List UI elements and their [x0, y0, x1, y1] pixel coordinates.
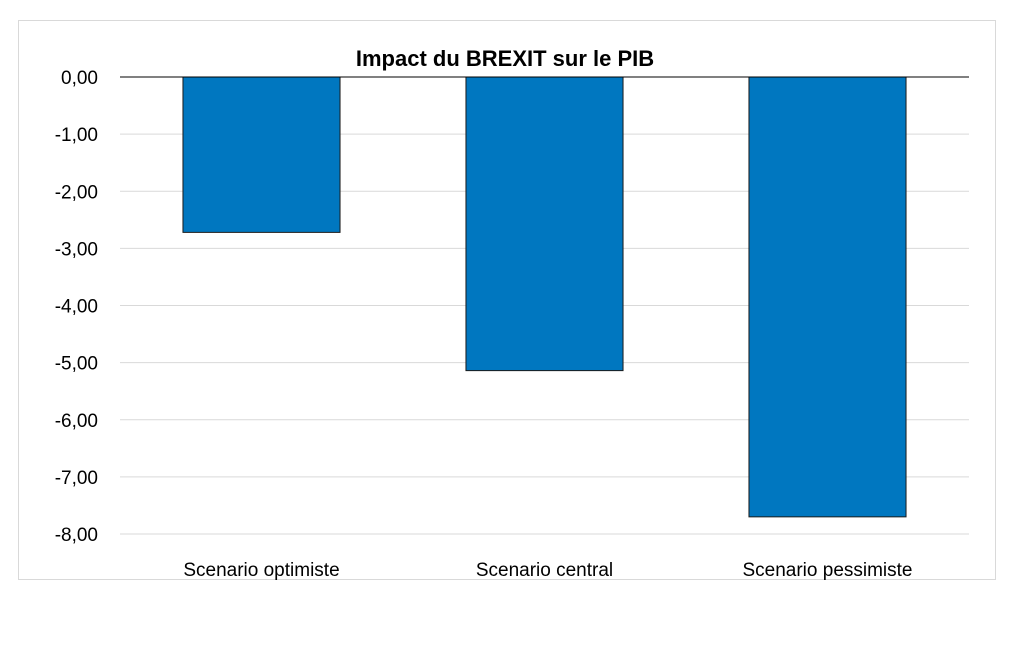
y-tick-label: -3,00 [55, 239, 98, 260]
y-tick-label: -8,00 [55, 525, 98, 546]
category-label: Scenario pessimiste [742, 560, 912, 581]
y-tick-label: -1,00 [55, 125, 98, 146]
y-tick-label: 0,00 [61, 68, 98, 89]
bar-2 [465, 76, 624, 372]
x-axis-categories: Scenario optimiste Scenario central Scenar… [183, 560, 912, 581]
category-label: Scenario central [476, 560, 613, 581]
y-axis-ticks: 0,00 -1,00 -2,00 -3,00 -4,00 -5,00 -6,00 -7,00 -… [55, 68, 98, 546]
y-tick-label: -4,00 [55, 297, 98, 318]
chart-title: Impact du BREXIT sur le PIB [356, 46, 654, 71]
y-tick-label: -2,00 [55, 182, 98, 203]
y-tick-label: -5,00 [55, 354, 98, 375]
y-tick-label: -7,00 [55, 468, 98, 489]
y-tick-label: -6,00 [55, 411, 98, 432]
bars [182, 76, 907, 518]
bar-3 [748, 76, 907, 518]
category-label: Scenario optimiste [183, 560, 339, 581]
bar-1 [182, 76, 341, 233]
